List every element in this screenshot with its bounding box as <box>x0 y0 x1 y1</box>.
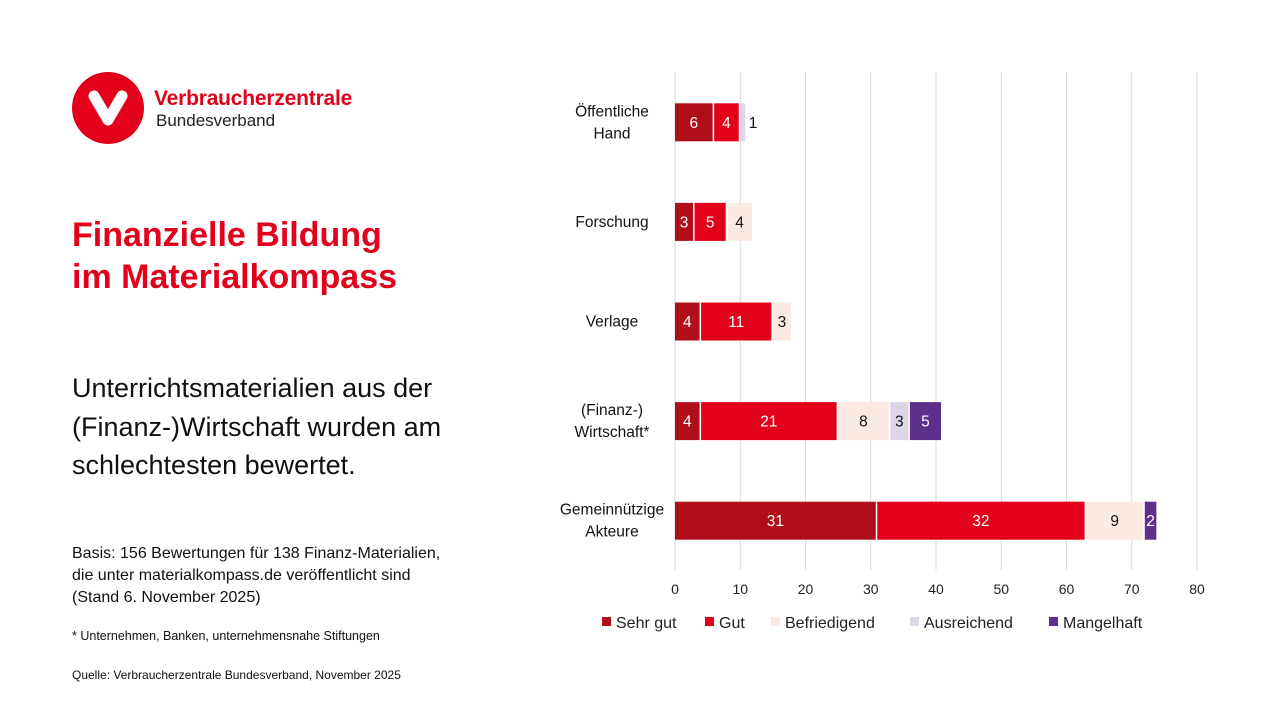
title-line-2: im Materialkompass <box>72 258 398 296</box>
bar-segment <box>1144 501 1157 540</box>
bar-segment <box>772 302 791 341</box>
title-line-1: Finanzielle Bildung <box>72 216 382 254</box>
legend-swatch <box>910 617 919 626</box>
category-label: Akteure <box>585 524 638 541</box>
x-tick-label: 30 <box>863 581 879 597</box>
data-label: 31 <box>767 513 784 530</box>
v-logo-icon <box>72 72 144 144</box>
legend-swatch <box>705 617 714 626</box>
category-labels: Öffentliche Hand Forschung Verlage (Finanz-)… <box>560 102 664 540</box>
x-tick-label: 70 <box>1124 581 1140 597</box>
bar-segment <box>727 202 752 241</box>
logo: Verbraucherzentrale Bundesverband <box>72 72 352 144</box>
category-label: Gemeinnützige <box>560 502 664 519</box>
x-tick-label: 40 <box>928 581 944 597</box>
bar-segment <box>909 402 942 441</box>
logo-subtitle: Bundesverband <box>156 110 276 130</box>
lead-statement: Unterrichtsmaterialien aus der (Finanz-)… <box>72 373 442 480</box>
category-label: Verlage <box>586 314 639 331</box>
bar-segment <box>694 202 726 241</box>
bar-segment <box>675 501 876 540</box>
data-label: 11 <box>728 314 744 331</box>
bar-segment <box>714 103 739 142</box>
data-label: 4 <box>683 414 692 431</box>
data-label: 8 <box>859 414 868 431</box>
bar-segment <box>877 501 1085 540</box>
bar-segment <box>1086 501 1144 540</box>
x-tick-label: 80 <box>1189 581 1205 597</box>
data-label: 3 <box>778 314 787 331</box>
x-tick-label: 50 <box>993 581 1009 597</box>
legend-label: Ausreichend <box>924 615 1013 632</box>
data-label: 32 <box>972 513 989 530</box>
legend-label: Mangelhaft <box>1063 615 1143 632</box>
data-label: 2 <box>1146 513 1155 530</box>
data-label: 3 <box>680 214 689 231</box>
legend-label: Gut <box>719 615 745 632</box>
basis-note: Basis: 156 Bewertungen für 138 Finanz-Ma… <box>72 545 441 606</box>
legend-swatch <box>771 617 780 626</box>
legend-swatch <box>1049 617 1058 626</box>
bar-segment <box>890 402 909 441</box>
bar-segment <box>675 402 700 441</box>
legend-swatch <box>602 617 611 626</box>
bar-segment <box>675 103 713 142</box>
x-tick-label: 60 <box>1059 581 1075 597</box>
bars: 6 4 13 5 44 11 34 21 8 3 531 32 9 2 <box>675 103 1157 540</box>
logo-brand-name: Verbraucherzentrale <box>154 86 353 110</box>
data-label: 4 <box>722 115 731 132</box>
bar-segment <box>675 202 694 241</box>
data-label: 9 <box>1110 513 1119 530</box>
data-label: 3 <box>895 414 904 431</box>
category-label: (Finanz-) <box>581 402 643 419</box>
x-tick-label: 0 <box>671 581 679 597</box>
data-label: 5 <box>921 414 930 431</box>
legend-label: Befriedigend <box>785 615 875 632</box>
page-title: Finanzielle Bildung im Materialkompass <box>72 214 397 298</box>
bar-segment <box>701 302 772 341</box>
x-tick-label: 10 <box>732 581 748 597</box>
data-label: 5 <box>706 214 715 231</box>
category-label: Wirtschaft* <box>575 424 650 441</box>
category-label: Forschung <box>575 214 648 231</box>
x-axis-ticks: 0 10 20 30 40 50 60 70 80 <box>671 581 1205 597</box>
footnote: * Unternehmen, Banken, unternehmensnahe … <box>72 629 380 643</box>
legend: Sehr gut Gut Befriedigend Ausreichend Mangel… <box>602 615 1143 632</box>
bar-segment <box>701 402 837 441</box>
source-note: Quelle: Verbraucherzentrale Bundesverban… <box>72 668 401 682</box>
data-label: 1 <box>749 115 758 132</box>
data-label: 6 <box>690 115 699 132</box>
legend-label: Sehr gut <box>616 615 677 632</box>
bar-segment <box>740 103 746 142</box>
bar-segment <box>675 302 700 341</box>
data-label: 21 <box>760 414 777 431</box>
category-label: Hand <box>593 125 630 142</box>
data-label: 4 <box>735 214 744 231</box>
category-label: Öffentliche <box>575 102 649 120</box>
x-tick-label: 20 <box>798 581 814 597</box>
data-label: 4 <box>683 314 692 331</box>
bar-segment <box>838 402 889 441</box>
